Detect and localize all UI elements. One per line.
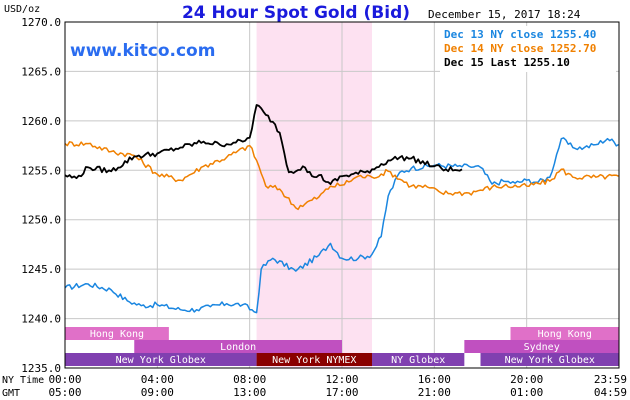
session-label: NY Globex bbox=[391, 355, 445, 366]
trading-sessions: Hong Kong Hong Kong London Sydney New York G… bbox=[65, 327, 619, 366]
x-tick-label: 23:59 bbox=[594, 373, 627, 386]
legend-box bbox=[440, 26, 616, 72]
x-tick-label: 13:00 bbox=[233, 386, 266, 399]
legend-entry-dec15: Dec 15 Last 1255.10 bbox=[444, 56, 570, 69]
session-label: Hong Kong bbox=[538, 329, 592, 340]
session-label: Hong Kong bbox=[90, 329, 144, 340]
x-tick-label: 08:00 bbox=[233, 373, 266, 386]
session-bar bbox=[480, 353, 619, 366]
session-bar bbox=[372, 353, 465, 366]
x-tick-label: 05:00 bbox=[48, 386, 81, 399]
legend: Dec 13 NY close 1255.40 Dec 14 NY close … bbox=[440, 26, 616, 72]
session-bar bbox=[464, 340, 619, 353]
x-tick-label: 12:00 bbox=[325, 373, 358, 386]
x-axis-row-label: GMT bbox=[2, 388, 20, 399]
legend-entry-dec14: Dec 14 NY close 1252.70 bbox=[444, 42, 596, 55]
session-label: New York Globex bbox=[116, 355, 206, 366]
session-bar bbox=[134, 340, 342, 353]
price-lines bbox=[64, 104, 619, 314]
x-axis: NY Time 00:00 04:00 08:00 12:00 16:00 20:00 23:… bbox=[2, 373, 627, 399]
y-tick-label: 1265.0 bbox=[21, 65, 61, 78]
x-tick-label: 09:00 bbox=[141, 386, 174, 399]
session-label: New York Globex bbox=[505, 355, 595, 366]
chart-title: 24 Hour Spot Gold (Bid) bbox=[182, 3, 410, 23]
session-label: London bbox=[220, 342, 256, 353]
x-tick-label: 01:00 bbox=[510, 386, 543, 399]
x-tick-label: 04:00 bbox=[141, 373, 174, 386]
x-tick-label: 00:00 bbox=[48, 373, 81, 386]
unit-label: USD/oz bbox=[4, 4, 40, 15]
x-axis-row-label: NY Time bbox=[2, 375, 44, 386]
date-label: December 15, 2017 18:24 bbox=[428, 8, 581, 21]
y-tick-label: 1260.0 bbox=[21, 115, 61, 128]
x-tick-label: 17:00 bbox=[325, 386, 358, 399]
session-highlight bbox=[256, 22, 373, 368]
x-tick-label: 21:00 bbox=[418, 386, 451, 399]
x-tick-label: 16:00 bbox=[418, 373, 451, 386]
session-label: New York NYMEX bbox=[272, 355, 356, 366]
y-tick-label: 1235.0 bbox=[21, 362, 61, 375]
y-tick-label: 1245.0 bbox=[21, 263, 61, 276]
session-label: Sydney bbox=[524, 342, 560, 353]
session-bar bbox=[65, 327, 169, 340]
y-tick-label: 1270.0 bbox=[21, 16, 61, 29]
series-line-1 bbox=[64, 141, 619, 211]
x-tick-label: 20:00 bbox=[510, 373, 543, 386]
series-line-0 bbox=[64, 137, 619, 314]
y-tick-label: 1250.0 bbox=[21, 214, 61, 227]
session-bar bbox=[510, 327, 619, 340]
session-bar bbox=[256, 353, 373, 366]
y-axis: 1235.0 1240.0 1245.0 1250.0 1255.0 1260.0 1265… bbox=[21, 16, 61, 375]
y-tick-label: 1255.0 bbox=[21, 164, 61, 177]
session-bar bbox=[65, 353, 257, 366]
x-tick-label: 04:59 bbox=[594, 386, 627, 399]
plot-frame bbox=[64, 21, 620, 369]
watermark: www.kitco.com bbox=[70, 41, 215, 61]
y-tick-label: 1240.0 bbox=[21, 313, 61, 326]
series-line-2 bbox=[64, 104, 463, 186]
legend-entry-dec13: Dec 13 NY close 1255.40 bbox=[444, 28, 596, 41]
